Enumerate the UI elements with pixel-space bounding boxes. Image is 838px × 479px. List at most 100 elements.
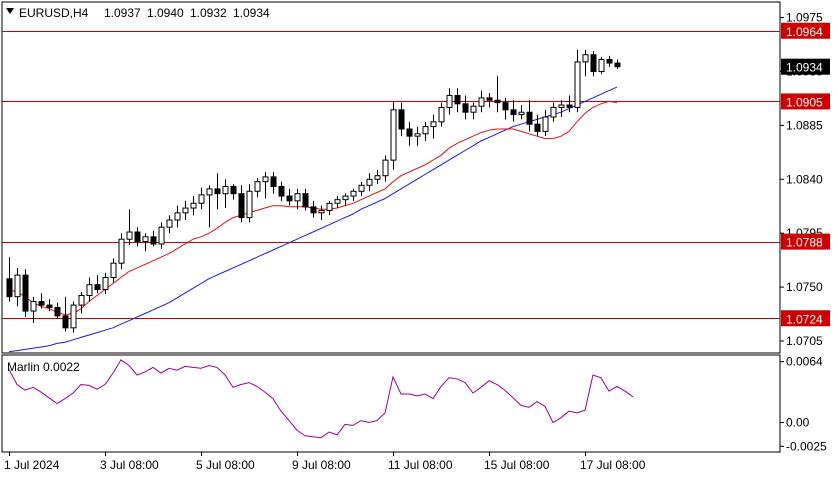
time-tick-label: 1 Jul 2024 — [4, 458, 60, 472]
candle-body-down — [94, 284, 101, 291]
candle — [222, 179, 229, 209]
candle — [230, 184, 237, 200]
candle — [262, 172, 269, 199]
candle — [294, 188, 301, 210]
candle — [582, 49, 589, 77]
indicator-tick-label: 0.0064 — [786, 355, 823, 369]
candle-body-down — [150, 236, 157, 245]
candle — [270, 172, 277, 194]
candle — [302, 188, 309, 211]
candle — [150, 230, 157, 247]
main-pane-frame[interactable] — [1, 1, 781, 354]
candle-body-up — [446, 94, 453, 108]
candle-body-down — [566, 104, 573, 108]
candle-body-up — [478, 97, 485, 107]
candle-body-up — [126, 231, 133, 240]
candle — [598, 57, 605, 74]
candle-body-down — [302, 193, 309, 208]
candle — [382, 155, 389, 182]
candle — [446, 88, 453, 115]
candle — [174, 205, 181, 228]
candle-body-up — [414, 133, 421, 137]
candle — [134, 227, 141, 247]
indicator-pane-frame[interactable] — [1, 354, 781, 453]
level-price-badge — [781, 233, 830, 250]
candle — [206, 185, 213, 228]
triangle-down-icon[interactable] — [6, 8, 14, 14]
level-price-label: 1.0964 — [786, 25, 823, 39]
price-tick-label: 1.0750 — [786, 280, 823, 294]
candle — [422, 121, 429, 141]
candle — [86, 277, 93, 302]
candle — [558, 100, 565, 118]
candle — [166, 215, 173, 234]
candle-body-up — [598, 59, 605, 72]
time-tick-label: 3 Jul 08:00 — [100, 458, 159, 472]
candle-body-up — [518, 111, 525, 116]
candle-body-up — [342, 195, 349, 201]
candle-body-down — [486, 97, 493, 101]
candle — [6, 257, 13, 302]
candle-body-up — [350, 190, 357, 197]
candle-body-up — [166, 219, 173, 228]
candle-body-down — [534, 123, 541, 132]
candle-body-down — [606, 59, 613, 64]
candle-body-up — [14, 274, 21, 298]
horizontal-levels — [2, 31, 780, 319]
candle — [486, 93, 493, 108]
candle-body-down — [278, 185, 285, 197]
candle-body-up — [326, 202, 333, 211]
time-tick-label: 9 Jul 08:00 — [292, 458, 351, 472]
indicator-axis: 0.0064 0.00 -0.0025 — [780, 355, 827, 453]
time-axis: 1 Jul 2024 3 Jul 08:00 5 Jul 08:00 9 Jul 08… — [4, 452, 646, 472]
candle-body-up — [174, 212, 181, 221]
candle-body-up — [262, 176, 269, 183]
candle-body-down — [310, 206, 317, 214]
time-tick-label: 17 Jul 08:00 — [580, 458, 646, 472]
candle-body-up — [550, 106, 557, 118]
candle — [54, 302, 61, 319]
level-price-label: 1.0724 — [786, 312, 823, 326]
candle — [286, 188, 293, 206]
candle — [38, 293, 45, 309]
candle-body-down — [286, 195, 293, 202]
ma-slow-line — [8, 86, 618, 353]
candle-body-up — [390, 109, 397, 161]
time-tick-label: 11 Jul 08:00 — [388, 458, 453, 472]
indicator-label: Marlin 0.0022 — [7, 360, 80, 374]
candle-body-up — [358, 184, 365, 192]
candle-body-up — [190, 202, 197, 209]
candle-body-up — [574, 61, 581, 108]
candle-body-up — [86, 284, 93, 296]
candle — [374, 169, 381, 185]
candle-body-up — [558, 104, 565, 108]
candle — [438, 102, 445, 127]
candle — [454, 88, 461, 113]
candle-body-up — [318, 209, 325, 214]
candle — [198, 187, 205, 210]
level-price-badge — [781, 93, 830, 110]
level-price-label: 1.0905 — [786, 95, 823, 109]
candle-body-up — [70, 304, 77, 329]
candle-body-up — [158, 226, 165, 245]
candle-body-down — [22, 274, 29, 312]
indicator-tick-label: 0.00 — [786, 416, 810, 430]
candle-body-up — [582, 54, 589, 63]
candle — [550, 102, 557, 122]
candle-body-down — [38, 300, 45, 306]
candle — [590, 51, 597, 77]
candle — [502, 97, 509, 120]
candle-body-down — [526, 111, 533, 125]
candle-body-down — [502, 102, 509, 111]
candle-body-up — [30, 300, 37, 312]
price-tick-label: 1.0705 — [786, 334, 823, 348]
candle-body-down — [134, 231, 141, 243]
candle — [158, 222, 165, 249]
candle — [510, 100, 517, 122]
candle — [494, 76, 501, 113]
candle — [334, 196, 341, 209]
current-price-label: 1.0934 — [786, 61, 823, 75]
candle-body-down — [46, 304, 53, 308]
